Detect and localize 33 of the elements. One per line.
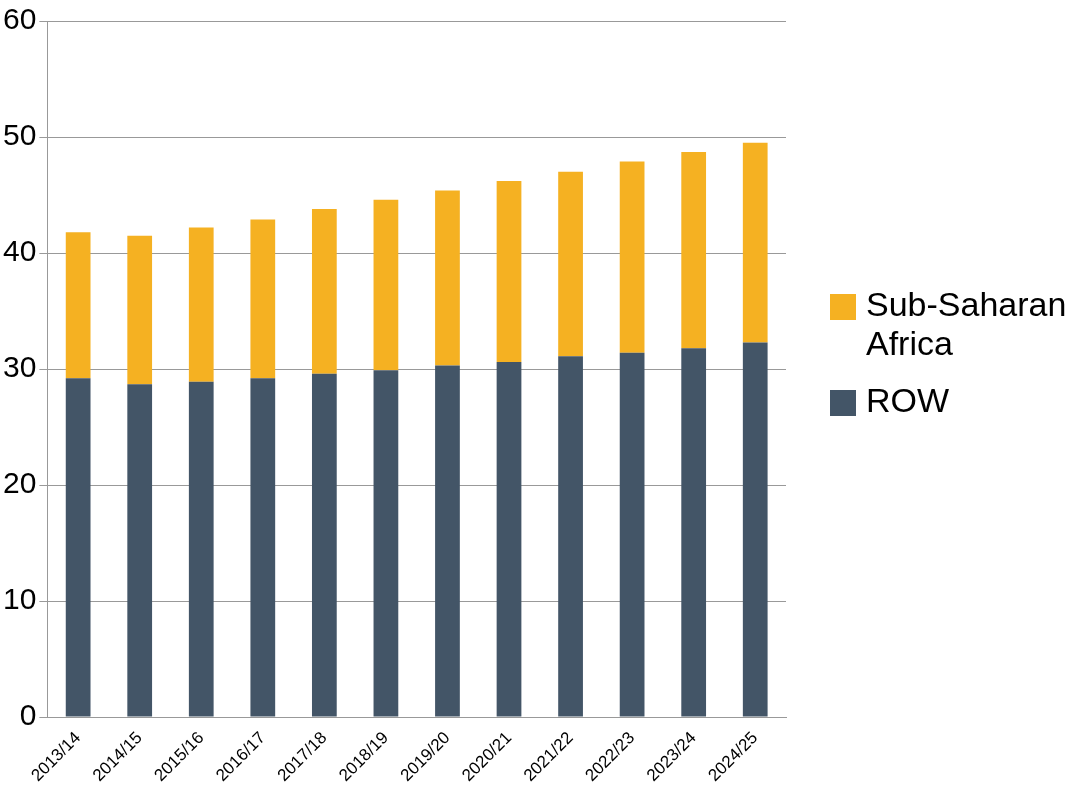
bar: [681, 152, 707, 349]
bar: [250, 378, 276, 717]
bar: [311, 208, 337, 374]
bar: [373, 370, 399, 717]
bar: [558, 171, 583, 357]
bar: [496, 181, 522, 363]
bar: [65, 232, 91, 379]
bar: [65, 378, 91, 717]
legend-label: ROW: [866, 381, 950, 420]
bar: [311, 373, 337, 717]
y-tick-label: 10: [2, 582, 37, 616]
bar: [435, 190, 460, 366]
bar: [127, 235, 153, 385]
y-tick-label: 30: [2, 350, 37, 384]
bar: [619, 352, 645, 717]
y-tick-label: 20: [2, 466, 37, 500]
bar: [188, 381, 214, 717]
bar: [742, 142, 768, 343]
y-tick-label: 60: [2, 2, 37, 36]
y-tick-label: 0: [19, 698, 37, 732]
legend-label: Sub-Saharan Africa: [866, 285, 1068, 363]
bar: [496, 362, 522, 717]
bar: [681, 348, 707, 717]
bar: [373, 199, 399, 371]
bar: [558, 356, 583, 717]
bar: [127, 384, 153, 717]
y-tick-label: 40: [2, 234, 37, 268]
bar: [742, 342, 768, 717]
bar: [250, 219, 276, 379]
bar: [619, 161, 645, 353]
bar: [188, 227, 214, 382]
y-tick-label: 50: [2, 118, 37, 152]
bar: [435, 365, 460, 717]
